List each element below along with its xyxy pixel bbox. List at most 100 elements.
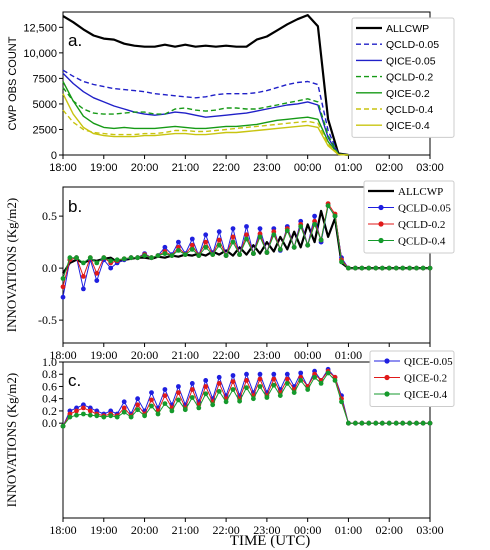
- legend-entry-label: QCLD-0.2: [386, 72, 433, 84]
- panel-label: b.: [68, 197, 82, 216]
- y-tick-label: 0.0: [42, 416, 57, 430]
- legend-entry-label: QICE-0.05: [404, 356, 453, 368]
- y-tick-label: 0.5: [42, 209, 57, 223]
- series-point: [189, 387, 195, 392]
- series-point: [81, 405, 86, 411]
- series-point: [230, 387, 236, 392]
- series-point: [149, 397, 154, 403]
- x-tick-label: 19:00: [90, 523, 117, 537]
- series-point: [108, 265, 114, 271]
- series-point: [81, 286, 86, 292]
- x-tick-label: 23:00: [253, 162, 281, 174]
- series-point: [284, 381, 290, 386]
- series-point: [407, 265, 412, 271]
- x-tick-label: 03:00: [416, 162, 444, 174]
- series-point: [182, 407, 188, 413]
- series-point: [312, 213, 317, 219]
- series-point: [162, 393, 168, 398]
- series-point: [121, 399, 127, 405]
- legend-entry-label: QICE-0.05: [386, 55, 436, 67]
- series-point: [176, 248, 181, 253]
- series-point: [162, 244, 168, 250]
- series-point: [298, 370, 304, 376]
- series-point: [176, 384, 181, 389]
- series-point: [87, 412, 93, 418]
- panel-b-qcld-innovations: -0.5 0.0 0.5 18:00 19:00 20:00 21:00 22:00 23:00…: [4, 180, 455, 362]
- series-line-qice-0-4: [62, 93, 349, 156]
- series-point: [74, 255, 79, 261]
- x-tick-label: 18:00: [49, 523, 76, 537]
- series-point: [366, 265, 372, 271]
- series-point: [264, 395, 270, 400]
- series-point: [386, 420, 392, 426]
- series-point: [332, 378, 338, 383]
- legend-marker: [378, 204, 384, 211]
- x-axis-label: TIME (UTC): [230, 533, 310, 549]
- series-point: [223, 399, 229, 405]
- series-point: [257, 234, 263, 240]
- x-tick-label: 18:00: [49, 348, 76, 362]
- series-point: [244, 236, 249, 242]
- series-point: [353, 265, 358, 271]
- series-point: [339, 259, 344, 265]
- y-tick-label: 0.6: [42, 379, 57, 393]
- series-point: [298, 378, 304, 383]
- series-point: [216, 374, 222, 380]
- series-point: [121, 405, 127, 411]
- series-line-qcld-0-05: [62, 69, 349, 156]
- y-tick-label: 2500: [33, 124, 57, 136]
- series-point: [393, 420, 399, 426]
- legend-box: [369, 350, 455, 407]
- series-point: [189, 395, 195, 400]
- series-point: [379, 420, 385, 426]
- series-point: [142, 413, 148, 419]
- series-point: [81, 411, 86, 417]
- series-point: [284, 371, 290, 377]
- series-point: [94, 413, 100, 419]
- series-point: [386, 265, 392, 271]
- legend-entry-label: QICE-0.4: [404, 389, 448, 401]
- series-point: [94, 270, 100, 276]
- series-point: [216, 242, 222, 248]
- x-tick-label: 20:00: [131, 348, 158, 362]
- series-point: [251, 251, 256, 256]
- series-line-qice-0-05: [62, 72, 349, 156]
- series-point: [121, 409, 127, 415]
- series-point: [121, 256, 127, 262]
- series-point: [244, 378, 249, 383]
- series-point: [284, 376, 290, 382]
- y-tick-label: 1.0: [42, 355, 57, 369]
- series-point: [189, 381, 195, 386]
- series-point: [346, 420, 351, 426]
- series-point: [182, 252, 188, 257]
- legend-entry-label: QCLD-0.4: [386, 104, 433, 116]
- series-point: [373, 420, 379, 426]
- series-point: [257, 371, 263, 377]
- x-tick-label: 19:00: [90, 348, 117, 362]
- series-point: [420, 420, 426, 426]
- series-point: [244, 224, 249, 229]
- y-axis-label: CWP OBS COUNT: [7, 36, 19, 130]
- series-point: [67, 255, 73, 261]
- legend-marker: [384, 358, 390, 364]
- y-tick-label: 10,000: [23, 48, 57, 60]
- series-point: [271, 376, 277, 382]
- x-tick-label: 19:00: [90, 162, 118, 174]
- series-point: [373, 265, 379, 271]
- series-point: [169, 253, 175, 258]
- series-point: [230, 234, 236, 240]
- series-point: [325, 203, 331, 209]
- legend-box: [351, 17, 455, 138]
- plot-frame: [62, 361, 431, 519]
- x-tick-label: 02:00: [375, 162, 403, 174]
- x-tick-label: 01:00: [335, 523, 362, 537]
- series-point: [407, 420, 412, 426]
- y-tick-label: 0.2: [42, 404, 57, 418]
- panel-a-cwp-obs-count: 0 2500 5000 7500 10,000 12,500 18:00 19:00 20:00…: [7, 11, 455, 174]
- y-tick-label: 7500: [33, 73, 57, 85]
- series-point: [176, 397, 181, 403]
- series-point: [60, 284, 66, 290]
- series-point: [176, 390, 181, 395]
- series-line-qcld-0-4: [62, 109, 349, 156]
